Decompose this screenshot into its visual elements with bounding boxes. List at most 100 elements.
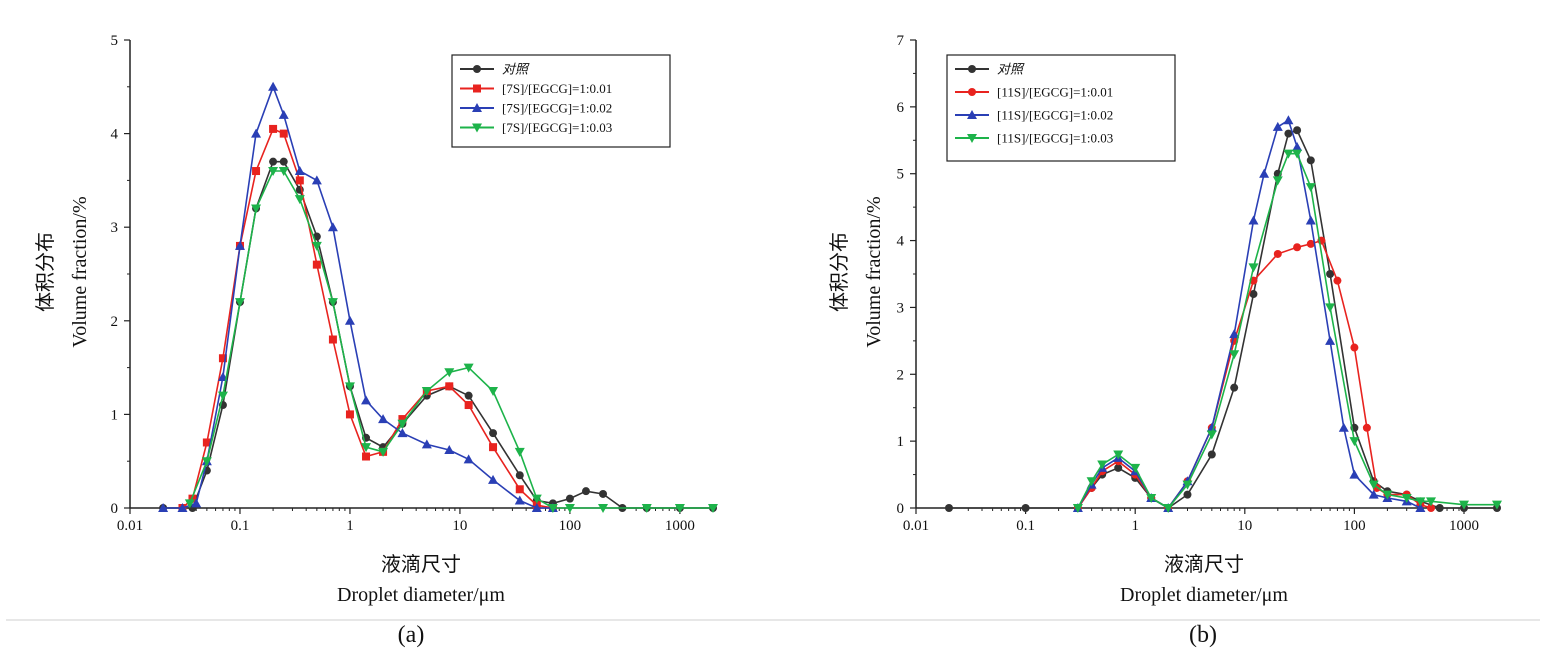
y-axis-title: Volume fraction/% xyxy=(69,196,91,347)
data-point xyxy=(581,487,590,496)
data-point xyxy=(1229,350,1240,360)
data-point xyxy=(1305,183,1316,193)
data-point xyxy=(599,489,608,498)
data-point xyxy=(463,454,474,464)
data-point xyxy=(1182,480,1193,490)
y-tick-label: 2 xyxy=(111,314,119,330)
data-point xyxy=(378,414,389,424)
data-point xyxy=(1230,383,1239,392)
data-point xyxy=(1305,215,1316,225)
y-tick-label: 1 xyxy=(897,434,905,450)
data-point xyxy=(268,81,279,91)
y-axis-title-cn: 体积分布 xyxy=(828,232,851,312)
data-point xyxy=(327,298,338,308)
data-point xyxy=(1435,504,1444,512)
data-point xyxy=(234,298,245,308)
legend-box xyxy=(946,54,1176,162)
data-point xyxy=(1292,141,1303,151)
data-point xyxy=(218,354,227,363)
data-point xyxy=(514,495,525,505)
legend-label: [11S]/[EGCG]=1:0.03 xyxy=(997,131,1113,146)
data-point xyxy=(268,167,279,177)
data-point xyxy=(944,504,953,512)
data-point xyxy=(1113,450,1124,460)
x-tick-label: 100 xyxy=(559,518,582,534)
data-point xyxy=(378,447,389,457)
data-point xyxy=(251,128,262,138)
legend-label: 对照 xyxy=(997,62,1025,77)
data-point xyxy=(1248,215,1259,225)
series-1 xyxy=(178,124,557,512)
chart-panel-b: 0.01 0.1 1 10 100 1000 0 1 2 3 4 5 6 7 对照 [11S]/[EGCG]=… xyxy=(828,33,1502,648)
data-point xyxy=(1368,489,1379,499)
data-point xyxy=(345,410,354,419)
data-point xyxy=(1427,504,1436,512)
series-line xyxy=(163,160,713,509)
data-point xyxy=(397,419,408,429)
legend: 对照 [11S]/[EGCG]=1:0.01 [11S]/[EGCG]=1:0.02… xyxy=(946,54,1176,162)
data-point xyxy=(1401,493,1412,503)
legend-swatch-marker xyxy=(968,88,976,96)
y-tick-label: 0 xyxy=(111,501,119,517)
data-point xyxy=(328,335,337,344)
data-point xyxy=(279,157,288,166)
series-1 xyxy=(1073,236,1436,512)
legend-swatch-marker xyxy=(967,110,977,119)
data-point xyxy=(564,504,575,513)
data-point xyxy=(1459,500,1470,510)
data-point xyxy=(421,387,432,396)
data-point xyxy=(327,222,338,232)
y-axis-title-cn: 体积分布 xyxy=(34,232,57,312)
data-point xyxy=(488,474,499,484)
data-point xyxy=(278,109,289,119)
x-axis-title-cn: 液滴尺寸 xyxy=(1164,553,1244,576)
data-point xyxy=(1272,176,1283,186)
y-tick-label: 5 xyxy=(111,33,119,49)
data-point xyxy=(344,382,355,392)
legend-label: [7S]/[EGCG]=1:0.02 xyxy=(502,101,612,116)
data-point xyxy=(514,447,525,457)
data-point xyxy=(1325,335,1336,345)
data-point xyxy=(269,157,278,166)
data-point xyxy=(361,443,372,453)
data-point xyxy=(515,471,524,480)
series-0 xyxy=(944,126,1501,512)
data-point xyxy=(252,167,261,176)
y-axis-title: Volume fraction/% xyxy=(863,196,885,347)
x-tick-label: 0.1 xyxy=(231,518,250,534)
data-point xyxy=(1306,156,1315,165)
chart-panel-a: 0.01 0.1 1 10 100 1000 0 1 2 3 4 5 对照 [7S]/[EGCG]=1:0… xyxy=(34,33,718,648)
data-point xyxy=(1229,329,1240,339)
series-3 xyxy=(184,167,718,513)
data-point xyxy=(1206,422,1217,432)
data-point xyxy=(1206,430,1217,440)
legend-label: 对照 xyxy=(502,62,530,77)
panel-label: (a) xyxy=(398,622,425,648)
x-tick-label: 1 xyxy=(1131,518,1139,534)
x-tick-label: 0.01 xyxy=(117,518,143,534)
data-point xyxy=(488,387,499,396)
data-point xyxy=(1415,497,1426,507)
data-point xyxy=(1338,422,1349,432)
data-point xyxy=(444,368,455,378)
data-point xyxy=(1163,504,1174,513)
data-point xyxy=(1293,243,1302,252)
data-point xyxy=(177,503,188,512)
data-point xyxy=(445,382,454,391)
data-point xyxy=(1283,149,1294,159)
data-point xyxy=(489,429,498,438)
data-point xyxy=(202,438,211,447)
data-point xyxy=(1086,477,1097,487)
data-point xyxy=(1368,480,1379,490)
data-point xyxy=(1306,239,1315,248)
data-point xyxy=(1426,497,1437,507)
data-point xyxy=(361,395,372,405)
data-point xyxy=(1325,303,1336,313)
y-tick-label: 3 xyxy=(111,220,119,236)
data-point xyxy=(398,415,407,424)
data-point xyxy=(1248,263,1259,273)
x-tick-label: 1000 xyxy=(1449,518,1479,534)
data-point xyxy=(1284,129,1293,138)
series-3 xyxy=(1072,149,1502,513)
